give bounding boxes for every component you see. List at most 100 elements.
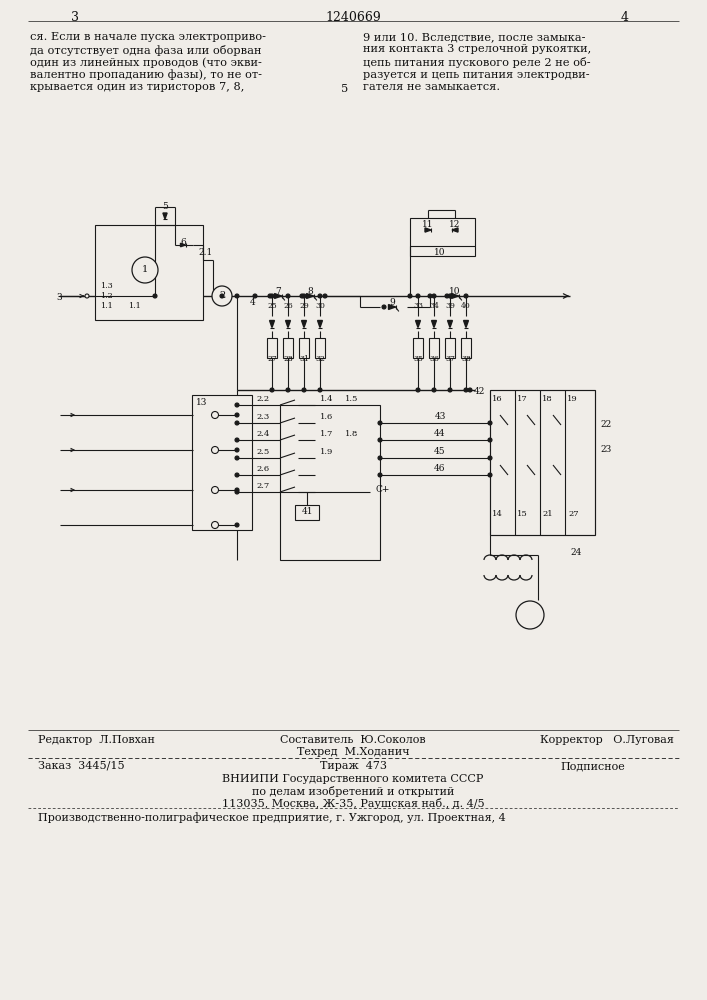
Circle shape (270, 294, 274, 298)
Text: 42: 42 (474, 387, 486, 396)
Text: 2.2: 2.2 (257, 395, 269, 403)
Text: 35: 35 (413, 355, 423, 363)
Text: ся. Если в начале пуска электроприво-: ся. Если в начале пуска электроприво- (30, 32, 266, 42)
Circle shape (211, 487, 218, 493)
Circle shape (235, 448, 239, 452)
Circle shape (432, 388, 436, 392)
Polygon shape (317, 320, 322, 328)
Text: 8: 8 (307, 287, 313, 296)
Circle shape (286, 388, 290, 392)
Circle shape (220, 294, 224, 298)
Text: 39: 39 (445, 302, 455, 310)
Circle shape (464, 294, 468, 298)
Text: 2.5: 2.5 (257, 448, 269, 456)
Bar (410, 218, 475, 256)
Circle shape (318, 294, 322, 298)
Bar (429, 338, 439, 358)
Text: 1.9: 1.9 (320, 448, 334, 456)
Circle shape (153, 294, 157, 298)
Text: 37: 37 (445, 355, 455, 363)
Polygon shape (269, 320, 274, 328)
Text: 18: 18 (542, 395, 553, 403)
Text: 21: 21 (542, 510, 553, 518)
Text: 5: 5 (162, 202, 168, 211)
Text: 14: 14 (492, 510, 503, 518)
Text: 7: 7 (275, 287, 281, 296)
Circle shape (408, 294, 412, 298)
Bar (413, 338, 423, 358)
Circle shape (302, 294, 306, 298)
Circle shape (488, 438, 492, 442)
Circle shape (488, 421, 492, 425)
Text: 29: 29 (299, 302, 309, 310)
Polygon shape (448, 320, 452, 328)
Circle shape (235, 490, 239, 494)
Circle shape (211, 522, 218, 528)
Text: 1.8: 1.8 (345, 430, 358, 438)
Text: 23: 23 (600, 445, 612, 454)
Text: 11: 11 (422, 220, 434, 229)
Circle shape (378, 456, 382, 460)
Text: Редактор  Л.Повхан: Редактор Л.Повхан (38, 735, 155, 745)
Circle shape (464, 388, 468, 392)
Text: 10: 10 (434, 248, 445, 257)
Circle shape (212, 286, 232, 306)
Circle shape (416, 388, 420, 392)
Circle shape (235, 403, 239, 407)
Text: один из линейных проводов (что экви-: один из линейных проводов (что экви- (30, 57, 262, 68)
Text: 46: 46 (434, 464, 445, 473)
Polygon shape (425, 228, 431, 232)
Text: 34: 34 (429, 302, 439, 310)
Text: 2.7: 2.7 (257, 482, 269, 490)
Circle shape (270, 388, 274, 392)
Circle shape (85, 294, 89, 298)
Text: Производственно-полиграфическое предприятие, г. Ужгород, ул. Проектная, 4: Производственно-полиграфическое предприя… (38, 812, 506, 823)
Text: 2.6: 2.6 (257, 465, 269, 473)
Circle shape (428, 294, 432, 298)
Polygon shape (452, 294, 459, 298)
Bar (267, 338, 277, 358)
Text: 1240669: 1240669 (325, 11, 381, 24)
Bar (490, 390, 595, 535)
Bar (280, 405, 380, 560)
Text: 40: 40 (461, 302, 471, 310)
Text: 6: 6 (180, 238, 186, 247)
Bar (283, 338, 293, 358)
Text: 24: 24 (570, 548, 581, 557)
Text: 1.5: 1.5 (345, 395, 358, 403)
Text: по делам изобретений и открытий: по делам изобретений и открытий (252, 786, 454, 797)
Polygon shape (431, 320, 436, 328)
Text: Заказ  3445/15: Заказ 3445/15 (38, 761, 124, 771)
Bar (445, 338, 455, 358)
Text: 9: 9 (389, 298, 395, 307)
Circle shape (211, 446, 218, 454)
Circle shape (235, 294, 239, 298)
Text: 12: 12 (450, 220, 461, 229)
Text: 1.7: 1.7 (320, 430, 334, 438)
Text: гателя не замыкается.: гателя не замыкается. (363, 82, 500, 92)
Text: 44: 44 (434, 429, 445, 438)
Circle shape (468, 388, 472, 392)
Circle shape (516, 601, 544, 629)
Text: 1: 1 (142, 265, 148, 274)
Circle shape (318, 388, 322, 392)
Text: Составитель  Ю.Соколов: Составитель Ю.Соколов (280, 735, 426, 745)
Text: ВНИИПИ Государственного комитета СССР: ВНИИПИ Государственного комитета СССР (222, 774, 484, 784)
Text: 32: 32 (315, 355, 325, 363)
Text: 13: 13 (196, 398, 207, 407)
Circle shape (235, 413, 239, 417)
Circle shape (448, 294, 452, 298)
Text: валентно пропаданию фазы), то не от-: валентно пропаданию фазы), то не от- (30, 70, 262, 80)
Polygon shape (180, 243, 185, 247)
Text: 1.6: 1.6 (320, 413, 333, 421)
Circle shape (286, 294, 290, 298)
Circle shape (211, 412, 218, 418)
Text: 1.4: 1.4 (320, 395, 334, 403)
Text: 113035, Москва, Ж-35, Раушская наб., д. 4/5: 113035, Москва, Ж-35, Раушская наб., д. … (222, 798, 484, 809)
Text: 2.3: 2.3 (257, 413, 269, 421)
Circle shape (378, 438, 382, 442)
Polygon shape (307, 294, 313, 298)
Polygon shape (302, 320, 306, 328)
Circle shape (323, 294, 327, 298)
Text: 31: 31 (299, 355, 309, 363)
